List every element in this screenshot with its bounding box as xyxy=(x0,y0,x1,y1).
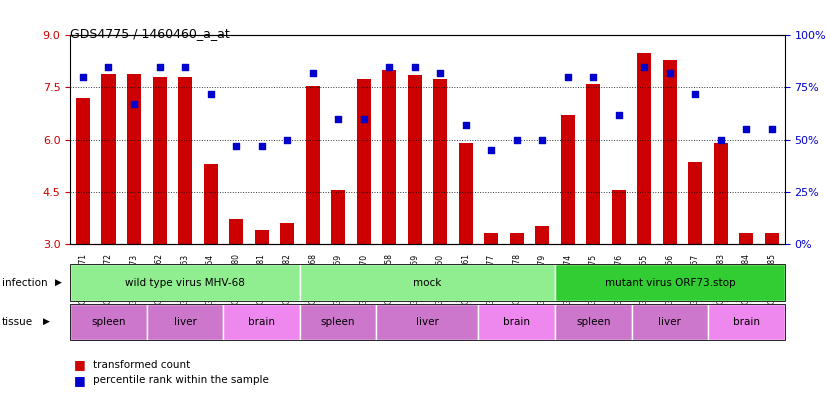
Point xyxy=(127,101,140,107)
Point xyxy=(76,74,89,80)
Text: ■: ■ xyxy=(74,374,86,387)
Point xyxy=(766,126,779,132)
Bar xyxy=(632,304,708,340)
Text: liver: liver xyxy=(173,317,197,327)
Bar xyxy=(147,304,223,340)
Bar xyxy=(127,73,141,244)
Text: tissue: tissue xyxy=(2,317,33,327)
Bar xyxy=(586,84,601,244)
Point xyxy=(638,63,651,70)
Bar xyxy=(178,77,192,244)
Point xyxy=(306,70,319,76)
Point xyxy=(740,126,753,132)
Point xyxy=(459,122,472,128)
Bar xyxy=(458,143,472,244)
Bar xyxy=(688,162,702,244)
Bar xyxy=(70,304,147,340)
Point xyxy=(714,136,728,143)
Bar xyxy=(433,79,447,244)
Point xyxy=(485,147,498,153)
Point xyxy=(204,90,217,97)
Text: ■: ■ xyxy=(74,358,86,371)
Bar xyxy=(638,53,652,244)
Bar xyxy=(306,86,320,244)
Point xyxy=(689,90,702,97)
Bar xyxy=(70,264,300,301)
Point xyxy=(536,136,549,143)
Point xyxy=(561,74,574,80)
Text: ▶: ▶ xyxy=(55,278,62,287)
Text: percentile rank within the sample: percentile rank within the sample xyxy=(93,375,268,386)
Bar xyxy=(510,233,524,244)
Bar xyxy=(708,304,785,340)
Point xyxy=(434,70,447,76)
Text: liver: liver xyxy=(658,317,681,327)
Point xyxy=(612,111,625,118)
Bar xyxy=(765,233,779,244)
Point xyxy=(331,116,344,122)
Text: GDS4775 / 1460460_a_at: GDS4775 / 1460460_a_at xyxy=(70,28,230,40)
Bar xyxy=(561,115,575,244)
Text: wild type virus MHV-68: wild type virus MHV-68 xyxy=(125,277,245,288)
Point xyxy=(510,136,524,143)
Bar xyxy=(612,190,626,244)
Bar xyxy=(714,143,728,244)
Bar xyxy=(300,264,555,301)
Point xyxy=(408,63,421,70)
Point xyxy=(153,63,166,70)
Bar xyxy=(377,304,478,340)
Text: liver: liver xyxy=(416,317,439,327)
Bar xyxy=(555,264,785,301)
Bar xyxy=(153,77,167,244)
Bar xyxy=(535,226,549,244)
Bar xyxy=(478,304,555,340)
Text: spleen: spleen xyxy=(576,317,610,327)
Bar xyxy=(102,73,116,244)
Point xyxy=(230,143,243,149)
Bar xyxy=(331,190,345,244)
Text: infection: infection xyxy=(2,277,47,288)
Bar xyxy=(203,164,217,244)
Point xyxy=(663,70,676,76)
Bar xyxy=(229,219,243,244)
Text: brain: brain xyxy=(248,317,275,327)
Text: spleen: spleen xyxy=(91,317,126,327)
Point xyxy=(178,63,192,70)
Text: ▶: ▶ xyxy=(43,318,50,326)
Bar xyxy=(76,98,90,244)
Point xyxy=(586,74,600,80)
Text: mock: mock xyxy=(413,277,442,288)
Bar xyxy=(357,79,371,244)
Bar xyxy=(408,75,422,244)
Point xyxy=(382,63,396,70)
Point xyxy=(281,136,294,143)
Text: spleen: spleen xyxy=(320,317,355,327)
Bar xyxy=(484,233,498,244)
Bar xyxy=(280,223,294,244)
Text: transformed count: transformed count xyxy=(93,360,190,370)
Point xyxy=(102,63,115,70)
Bar xyxy=(555,304,632,340)
Point xyxy=(255,143,268,149)
Text: brain: brain xyxy=(503,317,530,327)
Text: brain: brain xyxy=(733,317,760,327)
Bar xyxy=(382,70,396,244)
Bar xyxy=(254,230,268,244)
Bar xyxy=(662,60,676,244)
Bar xyxy=(300,304,377,340)
Bar xyxy=(223,304,300,340)
Point xyxy=(357,116,370,122)
Bar xyxy=(739,233,753,244)
Text: mutant virus ORF73.stop: mutant virus ORF73.stop xyxy=(605,277,735,288)
